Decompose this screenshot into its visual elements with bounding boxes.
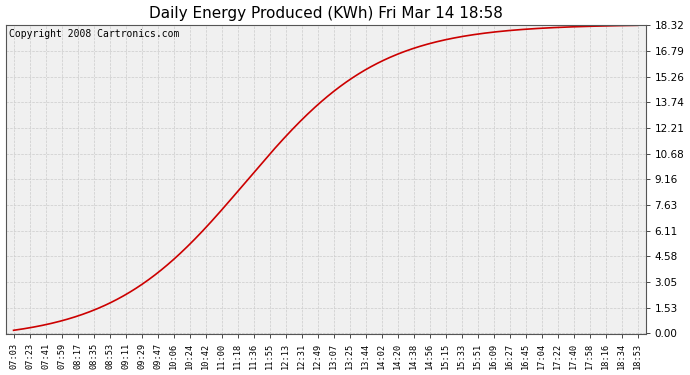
Text: Copyright 2008 Cartronics.com: Copyright 2008 Cartronics.com [9,29,179,39]
Title: Daily Energy Produced (KWh) Fri Mar 14 18:58: Daily Energy Produced (KWh) Fri Mar 14 1… [148,6,502,21]
